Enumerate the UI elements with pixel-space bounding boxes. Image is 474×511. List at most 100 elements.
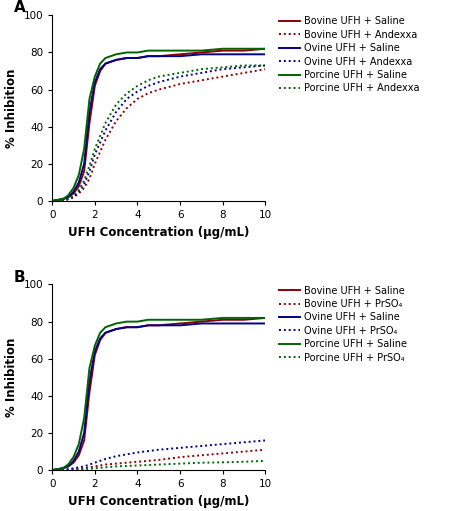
Porcine UFH + Saline: [135, 50, 140, 56]
Porcine UFH + PrSO₄: [92, 465, 98, 471]
Porcine UFH + PrSO₄: [241, 459, 247, 465]
Ovine UFH + PrSO₄: [60, 467, 65, 473]
Text: A: A: [14, 1, 26, 15]
Bovine UFH + PrSO₄: [102, 461, 108, 468]
Bovine UFH + Andexxa: [82, 185, 87, 191]
Bovine UFH + Saline: [49, 198, 55, 204]
Line: Bovine UFH + Andexxa: Bovine UFH + Andexxa: [52, 69, 265, 201]
Porcine UFH + Saline: [124, 318, 129, 324]
Ovine UFH + Saline: [263, 51, 268, 57]
Line: Ovine UFH + PrSO₄: Ovine UFH + PrSO₄: [52, 440, 265, 470]
Porcine UFH + Saline: [113, 51, 119, 57]
Line: Porcine UFH + Andexxa: Porcine UFH + Andexxa: [52, 65, 265, 201]
Porcine UFH + PrSO₄: [199, 459, 204, 466]
Ovine UFH + Saline: [135, 55, 140, 61]
Ovine UFH + Saline: [102, 330, 108, 336]
Ovine UFH + Saline: [241, 320, 247, 327]
Ovine UFH + PrSO₄: [220, 441, 226, 447]
Bovine UFH + Saline: [199, 50, 204, 56]
Ovine UFH + Saline: [60, 196, 65, 202]
Y-axis label: % Inhibition: % Inhibition: [5, 68, 18, 148]
Ovine UFH + Saline: [55, 466, 60, 472]
Porcine UFH + PrSO₄: [156, 461, 162, 468]
Bovine UFH + Andexxa: [135, 96, 140, 102]
Bovine UFH + Saline: [113, 326, 119, 332]
Bovine UFH + Saline: [145, 322, 151, 329]
Porcine UFH + Saline: [76, 172, 82, 178]
Ovine UFH + Saline: [92, 349, 98, 355]
Bovine UFH + Saline: [76, 183, 82, 189]
Porcine UFH + Saline: [71, 454, 76, 460]
Ovine UFH + Saline: [55, 197, 60, 203]
Ovine UFH + Andexxa: [102, 127, 108, 133]
Bovine UFH + PrSO₄: [82, 465, 87, 471]
Bovine UFH + Saline: [55, 197, 60, 203]
Legend: Bovine UFH + Saline, Bovine UFH + PrSO₄, Ovine UFH + Saline, Ovine UFH + PrSO₄, : Bovine UFH + Saline, Bovine UFH + PrSO₄,…: [279, 286, 407, 363]
Ovine UFH + Saline: [76, 449, 82, 455]
Porcine UFH + Saline: [241, 315, 247, 321]
Porcine UFH + PrSO₄: [263, 458, 268, 464]
Ovine UFH + Saline: [124, 324, 129, 330]
Porcine UFH + Saline: [65, 461, 71, 468]
Bovine UFH + PrSO₄: [263, 447, 268, 453]
Bovine UFH + Saline: [135, 324, 140, 330]
Bovine UFH + Andexxa: [71, 194, 76, 200]
Ovine UFH + Saline: [113, 326, 119, 332]
Porcine UFH + Saline: [97, 330, 103, 336]
Bovine UFH + Saline: [92, 352, 98, 358]
Porcine UFH + Saline: [49, 198, 55, 204]
Porcine UFH + Saline: [177, 48, 183, 54]
Bovine UFH + PrSO₄: [60, 467, 65, 473]
Bovine UFH + Saline: [241, 317, 247, 323]
Ovine UFH + Andexxa: [87, 168, 92, 174]
Bovine UFH + Saline: [87, 120, 92, 126]
Ovine UFH + Saline: [71, 458, 76, 464]
Porcine UFH + Saline: [102, 324, 108, 330]
Bovine UFH + Andexxa: [241, 70, 247, 76]
Porcine UFH + Saline: [92, 74, 98, 80]
Bovine UFH + Andexxa: [220, 74, 226, 80]
Bovine UFH + Andexxa: [60, 198, 65, 204]
Porcine UFH + Saline: [220, 45, 226, 52]
Porcine UFH + Saline: [82, 146, 87, 152]
Line: Porcine UFH + Saline: Porcine UFH + Saline: [52, 49, 265, 201]
Ovine UFH + Saline: [241, 51, 247, 57]
Ovine UFH + Saline: [82, 430, 87, 436]
Porcine UFH + Andexxa: [76, 187, 82, 193]
Ovine UFH + Andexxa: [199, 70, 204, 76]
Porcine UFH + PrSO₄: [220, 459, 226, 466]
Bovine UFH + Saline: [102, 330, 108, 336]
X-axis label: UFH Concentration (μg/mL): UFH Concentration (μg/mL): [68, 225, 249, 239]
Bovine UFH + PrSO₄: [220, 450, 226, 456]
Porcine UFH + Andexxa: [124, 90, 129, 97]
Line: Bovine UFH + Saline: Bovine UFH + Saline: [52, 49, 265, 201]
Ovine UFH + Andexxa: [263, 62, 268, 68]
Ovine UFH + Saline: [177, 322, 183, 329]
Bovine UFH + Andexxa: [124, 105, 129, 111]
Line: Ovine UFH + Saline: Ovine UFH + Saline: [52, 323, 265, 470]
Bovine UFH + PrSO₄: [49, 467, 55, 473]
Porcine UFH + Saline: [263, 45, 268, 52]
Ovine UFH + Andexxa: [92, 151, 98, 157]
Bovine UFH + PrSO₄: [135, 459, 140, 465]
Bovine UFH + Andexxa: [49, 198, 55, 204]
Bovine UFH + PrSO₄: [71, 466, 76, 472]
Ovine UFH + Andexxa: [55, 198, 60, 204]
Porcine UFH + Saline: [60, 196, 65, 202]
Bovine UFH + Saline: [220, 48, 226, 54]
Ovine UFH + PrSO₄: [71, 465, 76, 471]
Ovine UFH + Saline: [135, 324, 140, 330]
Line: Bovine UFH + PrSO₄: Bovine UFH + PrSO₄: [52, 450, 265, 470]
Porcine UFH + Saline: [199, 317, 204, 323]
Porcine UFH + Andexxa: [145, 77, 151, 83]
Ovine UFH + PrSO₄: [241, 439, 247, 446]
Bovine UFH + Andexxa: [113, 118, 119, 124]
Bovine UFH + Saline: [220, 317, 226, 323]
Bovine UFH + Saline: [124, 55, 129, 61]
Line: Porcine UFH + PrSO₄: Porcine UFH + PrSO₄: [52, 461, 265, 470]
Porcine UFH + Saline: [87, 365, 92, 371]
Porcine UFH + Saline: [102, 55, 108, 61]
Ovine UFH + Andexxa: [65, 196, 71, 202]
Ovine UFH + PrSO₄: [135, 449, 140, 455]
Porcine UFH + Saline: [60, 465, 65, 471]
